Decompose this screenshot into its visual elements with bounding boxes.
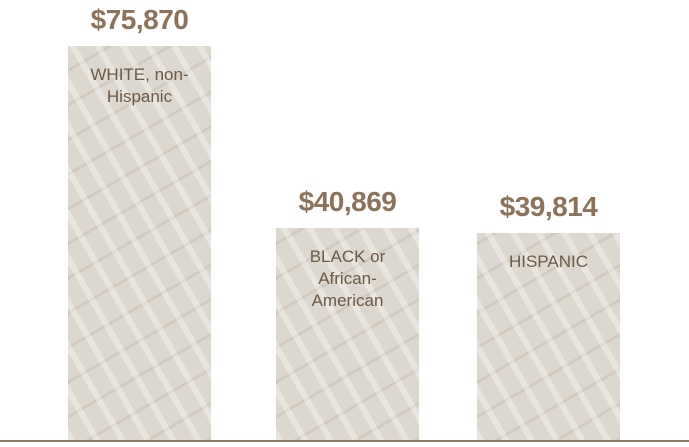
bar xyxy=(68,46,211,440)
value-label: $40,869 xyxy=(298,185,397,217)
value-label: $75,870 xyxy=(90,4,189,35)
bar xyxy=(477,233,620,440)
category-label: HISPANIC xyxy=(508,252,589,272)
category-label: BLACK or African-American xyxy=(309,246,386,310)
value-label: $39,814 xyxy=(499,191,598,223)
baseline xyxy=(0,440,689,442)
category-label: WHITE, non-Hispanic xyxy=(90,65,189,106)
bar xyxy=(276,227,419,440)
